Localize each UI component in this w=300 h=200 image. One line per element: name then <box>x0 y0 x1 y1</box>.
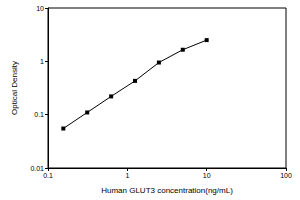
svg-text:10: 10 <box>203 172 211 179</box>
svg-text:0.1: 0.1 <box>34 111 44 118</box>
svg-text:1: 1 <box>40 58 44 65</box>
svg-text:100: 100 <box>280 172 292 179</box>
svg-text:Optical Density: Optical Density <box>10 61 19 115</box>
svg-text:0.1: 0.1 <box>43 172 53 179</box>
svg-text:1: 1 <box>125 172 129 179</box>
svg-text:10: 10 <box>36 5 44 12</box>
svg-text:Human GLUT3 concentration(ng/m: Human GLUT3 concentration(ng/mL) <box>101 186 233 195</box>
svg-text:0.01: 0.01 <box>30 165 44 172</box>
